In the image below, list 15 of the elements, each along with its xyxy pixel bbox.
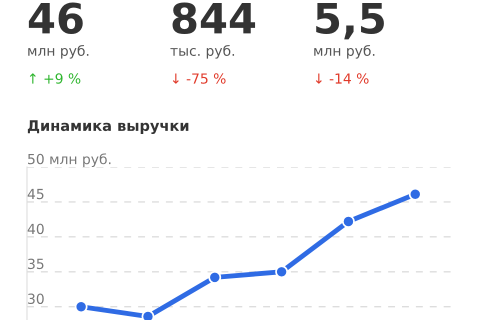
chart-title: Динамика выручки: [28, 120, 188, 134]
text: ↓ -75 %: [172, 73, 226, 84]
y-tick-label: 35: [28, 258, 44, 270]
text: 844: [172, 2, 256, 34]
y-tick-label: 45: [28, 188, 44, 200]
y-tick-label: 30: [28, 294, 44, 304]
text: ↓ -14 %: [316, 73, 369, 84]
text: ↑ +9 %: [30, 73, 80, 84]
y-tick-label: 40: [28, 224, 44, 234]
text: млн руб.: [314, 44, 374, 59]
text: млн руб.: [28, 44, 88, 59]
text: тыс. руб.: [170, 44, 234, 59]
y-tick-label: 50 млн руб.: [28, 153, 110, 167]
text: 5,5: [316, 3, 384, 40]
text: 46: [28, 2, 83, 34]
